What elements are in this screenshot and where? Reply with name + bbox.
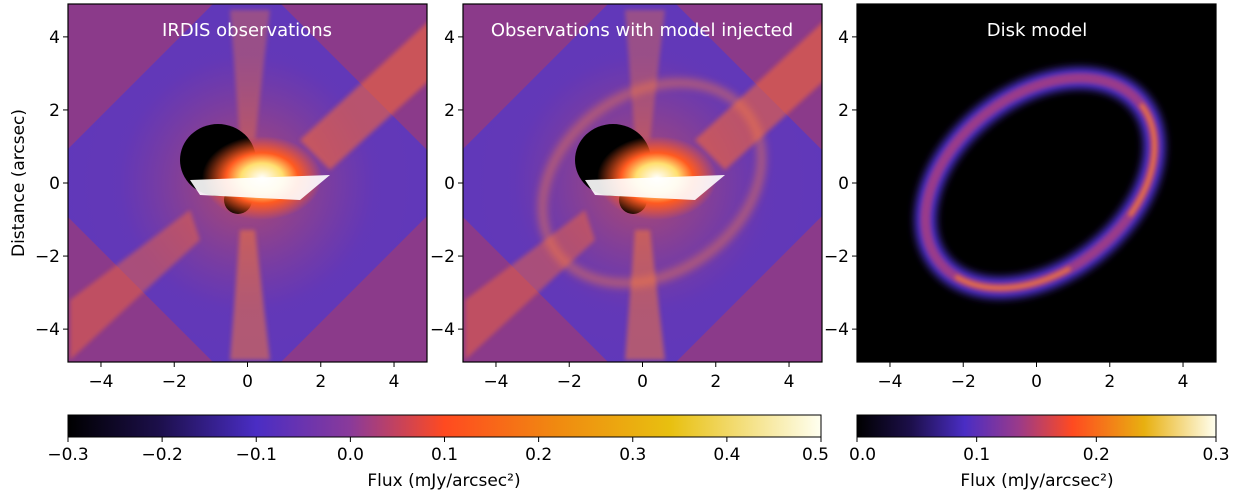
y-tick-label: −2 — [430, 247, 455, 267]
panel-irdis-title: IRDIS observations — [162, 20, 332, 41]
colorbar-tick-label: −0.2 — [141, 445, 182, 465]
colorbar-tick-label: 0.1 — [963, 445, 990, 465]
colorbar-tick-label: 0.0 — [849, 445, 876, 465]
colorbar-model: Flux (mJy/arcsec²) — [856, 414, 1217, 491]
colorbar-observations: Flux (mJy/arcsec²) — [67, 414, 822, 491]
panel-disk-model: Disk model — [856, 3, 1217, 363]
colorbar-tick-label: 0.2 — [525, 445, 552, 465]
y-tick-label: 4 — [838, 28, 849, 48]
y-tick-label: −2 — [824, 247, 849, 267]
y-tick-label: −2 — [35, 247, 60, 267]
x-tick-label: 4 — [784, 372, 795, 392]
colorbar-model-label: Flux (mJy/arcsec²) — [960, 471, 1113, 491]
panel-disk-model-title: Disk model — [987, 20, 1087, 41]
x-tick-label: 2 — [1104, 372, 1115, 392]
y-tick-label: 2 — [838, 101, 849, 121]
x-tick-label: −4 — [877, 372, 902, 392]
x-tick-label: −4 — [483, 372, 508, 392]
y-tick-label: −4 — [824, 320, 849, 340]
colorbar-tick-label: 0.1 — [431, 445, 458, 465]
colorbar-tick-label: −0.3 — [47, 445, 88, 465]
x-tick-label: 2 — [710, 372, 721, 392]
y-tick-label: 4 — [49, 28, 60, 48]
colorbar-tick-label: 0.4 — [713, 445, 740, 465]
panel-injected-title: Observations with model injected — [491, 20, 793, 41]
colorbar-tick-label: 0.0 — [337, 445, 364, 465]
colorbar-observations-gradient — [67, 414, 822, 438]
x-tick-label: −2 — [557, 372, 582, 392]
colorbar-tick-label: 0.5 — [802, 445, 829, 465]
tick-layer: −4 −2 0 2 4 −4 −2 0 2 4 −4 −2 0 2 4 −4 −2 0 2 4 −4 −2 0 2 4 −4 −2 0… — [35, 28, 1230, 465]
x-tick-label: 0 — [1031, 372, 1042, 392]
y-tick-label: 4 — [444, 28, 455, 48]
x-tick-label: 4 — [1178, 372, 1189, 392]
colorbar-tick-label: 0.3 — [619, 445, 646, 465]
panel-injected: Observations with model injected — [462, 3, 823, 363]
y-axis-label: Distance (arcsec) — [9, 109, 29, 257]
x-tick-label: 2 — [315, 372, 326, 392]
y-tick-label: 0 — [444, 174, 455, 194]
x-tick-label: 0 — [242, 372, 253, 392]
colorbar-tick-label: 0.2 — [1083, 445, 1110, 465]
x-tick-label: −4 — [88, 372, 113, 392]
colorbar-tick-label: 0.3 — [1202, 445, 1229, 465]
y-tick-label: 0 — [838, 174, 849, 194]
y-tick-label: −4 — [35, 320, 60, 340]
y-tick-label: 0 — [49, 174, 60, 194]
x-tick-label: 4 — [389, 372, 400, 392]
y-tick-label: 2 — [444, 101, 455, 121]
x-tick-label: −2 — [951, 372, 976, 392]
x-tick-label: 0 — [637, 372, 648, 392]
colorbar-tick-label: −0.1 — [236, 445, 277, 465]
x-tick-label: −2 — [162, 372, 187, 392]
colorbar-observations-label: Flux (mJy/arcsec²) — [367, 471, 520, 491]
panel-irdis: IRDIS observations Distance (arcsec) — [9, 3, 428, 363]
y-tick-label: −4 — [430, 320, 455, 340]
colorbar-model-gradient — [856, 414, 1217, 438]
y-tick-label: 2 — [49, 101, 60, 121]
